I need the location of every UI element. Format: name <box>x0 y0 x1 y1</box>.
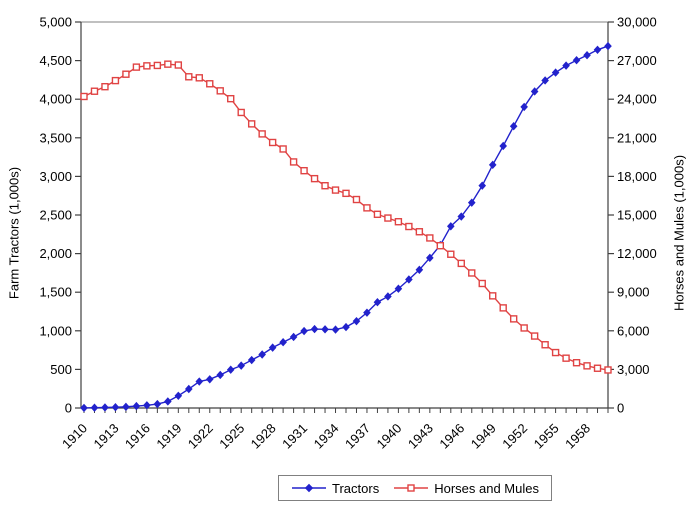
svg-text:9,000: 9,000 <box>617 285 650 300</box>
svg-text:1937: 1937 <box>342 421 373 452</box>
svg-text:3,500: 3,500 <box>39 130 72 145</box>
left-axis-title: Farm Tractors (1,000s) <box>6 166 22 300</box>
series-tractors <box>80 41 612 413</box>
svg-text:1943: 1943 <box>405 421 436 452</box>
svg-text:1910: 1910 <box>59 421 90 452</box>
svg-text:1913: 1913 <box>91 421 122 452</box>
svg-text:24,000: 24,000 <box>617 92 657 107</box>
svg-text:1955: 1955 <box>531 421 562 452</box>
legend: Tractors Horses and Mules <box>278 475 552 501</box>
svg-text:1919: 1919 <box>153 421 184 452</box>
svg-text:3,000: 3,000 <box>39 169 72 184</box>
legend-item-horses-and-mules: Horses and Mules <box>393 481 539 496</box>
x-axis: 1910 1913 1916 1919 1922 1925 1928 1931 1934 1937… <box>59 408 609 452</box>
svg-text:1,500: 1,500 <box>39 285 72 300</box>
svg-text:1934: 1934 <box>311 421 342 452</box>
svg-text:12,000: 12,000 <box>617 246 657 261</box>
series-horses-and-mules <box>80 60 612 374</box>
horses-line-marker-icon <box>394 484 429 492</box>
svg-text:27,000: 27,000 <box>617 53 657 68</box>
svg-text:1949: 1949 <box>468 421 499 452</box>
svg-text:500: 500 <box>50 362 72 377</box>
right-axis-title: Horses and Mules (1,000s) <box>671 154 687 312</box>
svg-text:5,000: 5,000 <box>39 15 72 30</box>
svg-text:1958: 1958 <box>562 421 593 452</box>
left-axis: 0 500 1,000 1,500 2,000 2,500 3,000 3,500 4,000 4… <box>39 15 81 416</box>
svg-text:6,000: 6,000 <box>617 323 650 338</box>
svg-text:1952: 1952 <box>499 421 530 452</box>
svg-text:3,000: 3,000 <box>617 362 650 377</box>
plot-border <box>80 21 609 409</box>
svg-text:1922: 1922 <box>185 421 216 452</box>
svg-text:1928: 1928 <box>248 421 279 452</box>
svg-text:2,500: 2,500 <box>39 208 72 223</box>
svg-text:1916: 1916 <box>122 421 153 452</box>
svg-text:2,000: 2,000 <box>39 246 72 261</box>
tractors-line-marker-icon <box>292 483 326 493</box>
right-axis: 0 3,000 6,000 9,000 12,000 15,000 18,000 21,000… <box>608 15 657 416</box>
svg-text:18,000: 18,000 <box>617 169 657 184</box>
svg-text:0: 0 <box>617 401 624 416</box>
svg-text:0: 0 <box>65 401 72 416</box>
svg-text:4,500: 4,500 <box>39 53 72 68</box>
svg-text:1940: 1940 <box>373 421 404 452</box>
legend-label-horses-and-mules: Horses and Mules <box>434 480 539 496</box>
svg-text:1946: 1946 <box>436 421 467 452</box>
svg-text:15,000: 15,000 <box>617 208 657 223</box>
svg-text:30,000: 30,000 <box>617 15 657 30</box>
svg-text:1931: 1931 <box>279 421 310 452</box>
legend-item-tractors: Tractors <box>291 481 379 496</box>
svg-text:21,000: 21,000 <box>617 130 657 145</box>
svg-text:1,000: 1,000 <box>39 323 72 338</box>
svg-text:1925: 1925 <box>216 421 247 452</box>
legend-label-tractors: Tractors <box>332 480 380 496</box>
svg-text:4,000: 4,000 <box>39 92 72 107</box>
